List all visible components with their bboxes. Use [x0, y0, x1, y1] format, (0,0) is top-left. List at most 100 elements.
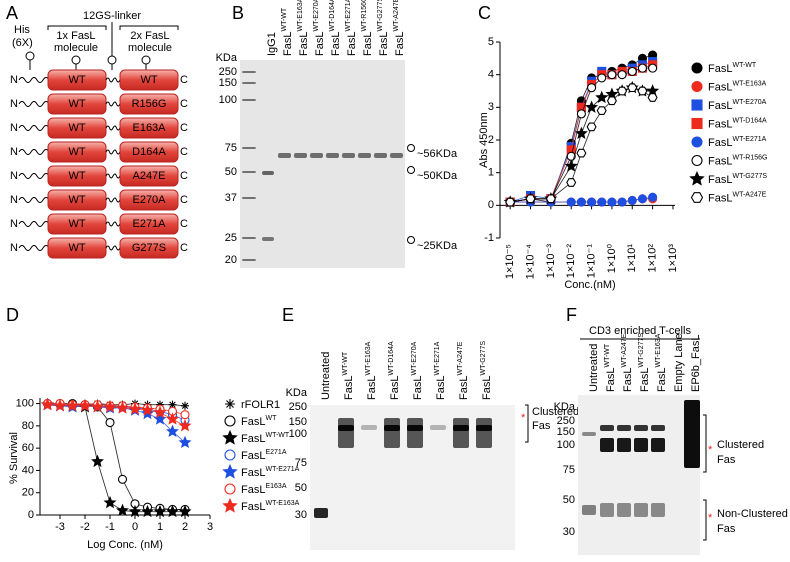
c-term: C	[180, 146, 188, 158]
gs-linker	[105, 221, 121, 227]
marker	[596, 106, 607, 115]
legend-label-sup: WT-E163A	[265, 500, 299, 507]
annotation: Fas	[717, 454, 736, 466]
lane-label-base: FasL	[362, 32, 374, 56]
lane-label-base: FasL	[458, 376, 470, 400]
gel	[240, 60, 405, 268]
lane-label: Empty Lane	[673, 333, 685, 392]
linker-label: 12GS-linker	[83, 10, 141, 22]
legend-label-sup: WT-E271A	[265, 466, 299, 473]
x-tick-label: 1×10³	[667, 244, 679, 273]
marker	[576, 109, 586, 119]
ladder-label: 150	[289, 416, 307, 428]
band	[384, 425, 400, 431]
y-tick-label: 20	[22, 487, 34, 499]
band	[600, 425, 614, 431]
domain-label: R156G	[132, 98, 167, 110]
legend-label: FasLWT-R156G	[708, 155, 767, 168]
tag-linker	[18, 149, 50, 155]
y-tick-label: 5	[488, 36, 494, 48]
tag-linker	[18, 101, 50, 107]
lane-label-base: FasL	[346, 32, 358, 56]
legend-marker	[691, 62, 703, 74]
lane-label-sup: WT-G277S	[638, 333, 645, 368]
lane-label-sup: WT-WT	[281, 7, 288, 31]
c-term: C	[180, 194, 188, 206]
x-tick-label: 3	[207, 521, 213, 533]
legend-label-base: rFOLR1	[241, 399, 280, 411]
size-annotation: ~25KDa	[417, 240, 458, 252]
ladder-label: 250	[219, 66, 237, 78]
x-tick-label: 0	[132, 521, 138, 533]
band	[430, 425, 446, 430]
domain-box	[119, 237, 179, 259]
pin	[25, 51, 35, 61]
panel-label: A	[6, 3, 18, 23]
legend-label-sup: WT-D164A	[732, 118, 767, 125]
marker	[103, 495, 117, 509]
legend-label-base: FasL	[241, 467, 265, 479]
n-term: N	[10, 194, 18, 206]
marker	[586, 122, 597, 132]
lane-label-base: FasL	[282, 32, 294, 56]
pin	[141, 55, 151, 65]
c-term: C	[180, 170, 188, 182]
band	[407, 425, 423, 431]
domain-label: D164A	[132, 146, 166, 158]
x-tick-label: -2	[80, 521, 90, 533]
marker	[648, 63, 658, 73]
lane-label: FasLWT-E163A	[297, 0, 310, 56]
legend-marker	[691, 99, 703, 111]
lane-label: FasLWT-E271A	[434, 341, 447, 400]
ladder-label: 30	[295, 509, 307, 521]
legend-marker	[224, 449, 236, 461]
band	[242, 71, 256, 73]
marker	[153, 504, 167, 518]
ladder-label: 75	[563, 464, 575, 476]
band	[684, 400, 700, 468]
band	[600, 503, 614, 517]
legend-label-base: FasL	[241, 416, 265, 428]
domain-label: WT	[68, 98, 85, 110]
bracket	[525, 404, 529, 443]
marker	[607, 70, 617, 80]
legend-label-base: FasL	[708, 63, 732, 75]
y-tick-label: 60	[22, 442, 34, 454]
marker	[178, 435, 192, 449]
ladder-label: 50	[225, 166, 237, 178]
ladder-label: 50	[563, 494, 575, 506]
lane-label-sup: WT-R156G	[361, 0, 368, 32]
lane-label-sup: WT-E270A	[313, 0, 320, 32]
legend-label-sup: WT-E270A	[732, 99, 766, 106]
legend-marker	[690, 192, 704, 203]
lane-label-base: FasL	[481, 376, 493, 400]
legend-label-sup: WT-R156G	[732, 155, 767, 162]
lane-label-sup: WT-G277S	[377, 0, 384, 32]
band	[338, 425, 354, 431]
ladder-label: 37	[225, 192, 237, 204]
tag-linker	[18, 77, 50, 83]
domain-box	[119, 213, 179, 235]
legend-label-base: FasL	[708, 174, 732, 186]
band	[242, 82, 256, 84]
domain-box	[47, 117, 107, 139]
annotation: Clustered	[717, 439, 764, 451]
lane-label-base: FasL	[378, 32, 390, 56]
band	[342, 153, 355, 158]
legend-label-sup: WT-WT	[732, 62, 756, 69]
x-tick-label: 1×10⁻¹	[585, 244, 597, 279]
marker	[647, 93, 658, 102]
domain-box	[119, 69, 179, 91]
x-tick-label: 1×10⁻³	[545, 244, 557, 279]
legend-label-sup: WT	[265, 415, 277, 422]
x-tick-label: 1×10⁻²	[565, 244, 577, 279]
marker	[166, 504, 179, 518]
lane-label-base: FasL	[330, 32, 342, 56]
lane-label-base: FasL	[656, 368, 668, 392]
domain-label: E270A	[132, 194, 166, 206]
lane-label-base: FasL	[639, 368, 651, 392]
tag-linker	[18, 197, 50, 203]
legend-label: FasLWT-D164A	[708, 118, 767, 131]
legend-label-base: FasL	[708, 137, 732, 149]
band	[358, 153, 371, 158]
